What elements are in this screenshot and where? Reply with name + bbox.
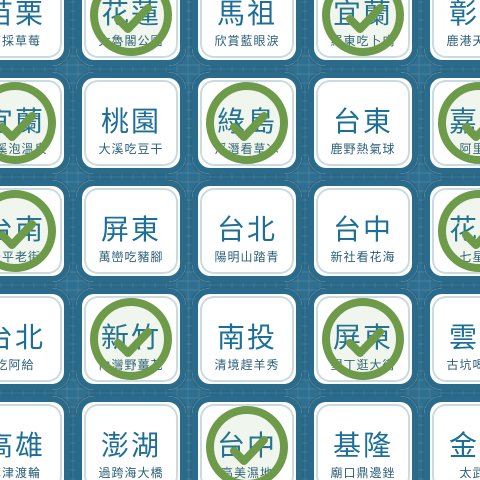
bingo-tile[interactable]: 台中 新社看花海	[308, 180, 418, 282]
bingo-tile[interactable]: 宜蘭 羅東吃卜肉	[308, 0, 418, 66]
tile-subtitle: 鹿野熱氣球	[330, 142, 396, 156]
bingo-tile[interactable]: 南投 清境趕羊秀	[192, 288, 302, 390]
check-icon	[206, 406, 288, 480]
tile-subtitle: 廟口鼎邊銼	[330, 466, 396, 480]
bingo-tile[interactable]: 基隆 廟口鼎邊銼	[308, 396, 418, 480]
bingo-tile[interactable]: 嘉義阿里山	[424, 72, 480, 174]
tile-subtitle: 新社看花海	[330, 250, 396, 264]
bingo-tile[interactable]: 屏東 墾丁逛大街	[308, 288, 418, 390]
tile-subtitle: 吃阿給	[0, 358, 35, 372]
tile-subtitle: 太武山	[459, 466, 480, 480]
bingo-tile[interactable]: 台中 高美濕地	[192, 396, 302, 480]
tile-subtitle: 摘採草莓	[0, 34, 41, 48]
tile-title: 桃園	[100, 105, 161, 138]
bingo-tile[interactable]: 高雄旗津渡輪	[0, 396, 70, 480]
tile-subtitle: 古坑喝咖啡	[446, 358, 480, 372]
tile-subtitle: 萬巒吃豬腳	[98, 250, 164, 264]
bingo-tile[interactable]: 台北吃阿給	[0, 288, 70, 390]
check-icon	[206, 82, 288, 164]
bingo-tile[interactable]: 花蓮七星潭	[424, 180, 480, 282]
tile-subtitle: 陽明山踏青	[214, 250, 280, 264]
bingo-tile[interactable]: 馬祖 欣賞藍眼淚	[192, 0, 302, 66]
bingo-tile[interactable]: 桃園 大溪吃豆干	[76, 72, 186, 174]
tile-title: 南投	[216, 321, 277, 354]
bingo-tile[interactable]: 彰化鹿港天后宮	[424, 0, 480, 66]
bingo-tile[interactable]: 花蓮 太魯閣公園	[76, 0, 186, 66]
bingo-tile[interactable]: 綠島 浮潛看草冰	[192, 72, 302, 174]
bingo-tile[interactable]: 澎湖 過跨海大橋	[76, 396, 186, 480]
tile-subtitle: 大溪吃豆干	[98, 142, 164, 156]
tile-title: 澎湖	[100, 429, 161, 462]
bingo-tile[interactable]: 台北 陽明山踏青	[192, 180, 302, 282]
tile-title: 基隆	[332, 429, 393, 462]
tile-title: 屏東	[100, 213, 161, 246]
tile-subtitle: 欣賞藍眼淚	[214, 34, 280, 48]
bingo-tile[interactable]: 苗栗摘採草莓	[0, 0, 70, 66]
tile-title: 台東	[332, 105, 393, 138]
tile-title: 彰化	[448, 0, 480, 30]
tile-title: 台北	[0, 321, 45, 354]
tile-title: 台中	[332, 213, 393, 246]
tile-title: 高雄	[0, 429, 45, 462]
tile-subtitle: 旗津渡輪	[0, 466, 41, 480]
tile-subtitle: 過跨海大橋	[98, 466, 164, 480]
bingo-tile[interactable]: 台南安平老街	[0, 180, 70, 282]
bingo-tile[interactable]: 金門太武山	[424, 396, 480, 480]
bingo-tile[interactable]: 台東 鹿野熱氣球	[308, 72, 418, 174]
check-icon	[322, 298, 404, 380]
bingo-tile[interactable]: 屏東 萬巒吃豬腳	[76, 180, 186, 282]
tile-title: 雲林	[448, 321, 480, 354]
bingo-tile[interactable]: 新竹 內灣野薑花	[76, 288, 186, 390]
tile-title: 馬祖	[216, 0, 277, 30]
tile-subtitle: 鹿港天后宮	[446, 34, 480, 48]
tile-title: 苗栗	[0, 0, 45, 30]
bingo-tile[interactable]: 宜蘭礁溪泡溫泉	[0, 72, 70, 174]
tile-subtitle: 清境趕羊秀	[214, 358, 280, 372]
check-icon	[90, 298, 172, 380]
bingo-tile[interactable]: 雲林古坑喝咖啡	[424, 288, 480, 390]
tile-title: 台北	[216, 213, 277, 246]
tile-title: 金門	[448, 429, 480, 462]
check-icon	[322, 0, 404, 56]
